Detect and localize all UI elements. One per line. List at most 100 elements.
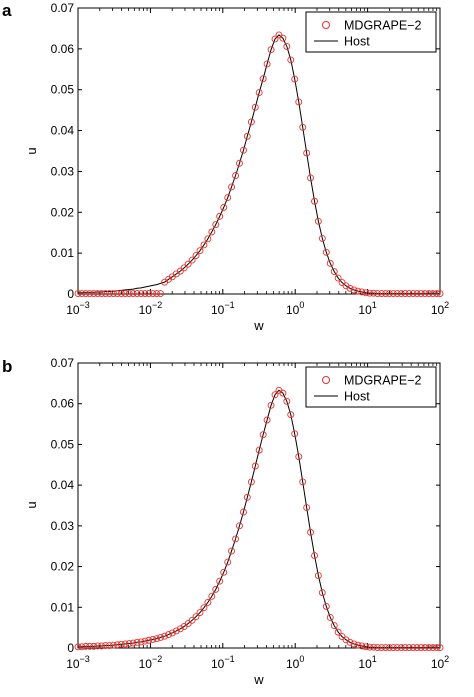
data-point	[287, 56, 295, 64]
x-tick-label-exponent: 2	[444, 300, 449, 310]
x-tick-label: 102	[431, 654, 449, 671]
data-point	[401, 290, 409, 298]
data-point	[188, 616, 196, 624]
data-point	[271, 391, 279, 399]
y-tick-label: 0.02	[51, 560, 75, 574]
data-point	[370, 643, 378, 651]
data-point	[429, 290, 437, 298]
data-point	[86, 642, 94, 650]
x-tick-label: 101	[358, 300, 376, 317]
data-point	[346, 638, 354, 646]
data-point	[168, 629, 176, 637]
x-tick-label-base: 10	[286, 657, 300, 671]
x-tick-label: 102	[431, 300, 449, 317]
plot-frame	[77, 7, 441, 295]
x-tick-label: 10−1	[211, 654, 235, 671]
data-point	[405, 644, 413, 652]
data-point	[366, 643, 374, 651]
x-tick-label: 101	[358, 654, 376, 671]
data-point	[188, 256, 196, 264]
legend-label: Host	[344, 35, 370, 49]
data-point	[212, 585, 220, 593]
y-tick-label: 0.06	[51, 397, 75, 411]
data-point	[129, 639, 137, 647]
data-point	[342, 636, 350, 644]
data-point	[291, 75, 299, 83]
data-point	[259, 75, 267, 83]
data-point	[121, 290, 129, 298]
plot-frame	[77, 362, 441, 649]
x-tick-label: 10−1	[211, 300, 235, 317]
legend: MDGRAPE−2 Host	[305, 11, 437, 53]
legend-label: Host	[344, 390, 370, 404]
data-point	[94, 290, 102, 298]
data-point	[417, 644, 425, 652]
data-point	[192, 252, 200, 260]
data-point	[413, 290, 421, 298]
data-point	[216, 212, 224, 220]
data-point	[374, 290, 381, 298]
data-point	[283, 42, 291, 50]
data-point	[161, 632, 169, 640]
data-point	[397, 290, 405, 298]
y-tick-label: 0.01	[51, 600, 75, 614]
data-point	[307, 174, 315, 182]
data-point	[74, 290, 82, 298]
x-tick-label: 10−2	[139, 654, 163, 671]
data-point	[243, 493, 251, 501]
data-point	[362, 643, 370, 651]
data-point	[216, 577, 224, 585]
x-tick-label: 10−3	[66, 654, 90, 671]
series-line-host	[78, 389, 440, 649]
data-point	[180, 264, 188, 272]
data-point	[78, 643, 86, 651]
data-point	[192, 613, 200, 621]
x-tick-label-exponent: −1	[224, 654, 234, 664]
x-tick-label-base: 10	[66, 303, 80, 317]
data-point	[78, 290, 86, 298]
data-point	[255, 89, 263, 97]
data-point	[421, 290, 429, 298]
data-point	[196, 247, 204, 255]
data-point	[153, 635, 161, 643]
data-point	[240, 146, 247, 154]
x-tick-label-exponent: −3	[80, 654, 90, 664]
data-point	[145, 636, 153, 644]
x-tick-label-base: 10	[286, 303, 300, 317]
data-point	[176, 625, 184, 633]
data-point	[90, 642, 98, 650]
data-point	[90, 290, 98, 298]
data-point	[196, 609, 204, 617]
legend-box	[305, 366, 437, 408]
data-point	[433, 290, 441, 298]
x-tick-label-base: 10	[358, 657, 372, 671]
data-point	[74, 643, 82, 651]
data-point	[113, 641, 121, 649]
legend-label: MDGRAPE−2	[344, 19, 422, 33]
data-point	[149, 290, 157, 298]
data-point	[318, 234, 326, 242]
data-point	[224, 194, 232, 202]
y-tick-label: 0.03	[51, 519, 75, 533]
x-tick-label-exponent: 1	[372, 654, 377, 664]
y-tick-label: 0	[67, 287, 74, 301]
data-point	[307, 528, 315, 536]
data-point	[236, 522, 243, 530]
x-tick-label-exponent: −1	[224, 300, 234, 310]
data-point	[393, 290, 401, 298]
data-point	[232, 535, 240, 543]
data-point	[255, 446, 263, 454]
data-point	[303, 504, 311, 511]
data-point	[385, 290, 393, 298]
data-point	[397, 644, 405, 652]
data-point	[279, 389, 287, 397]
data-point	[382, 290, 389, 298]
data-point	[421, 644, 429, 652]
data-point	[133, 638, 141, 646]
data-point	[314, 572, 322, 579]
data-point	[110, 290, 117, 298]
data-point	[117, 640, 125, 648]
data-point	[436, 644, 444, 652]
